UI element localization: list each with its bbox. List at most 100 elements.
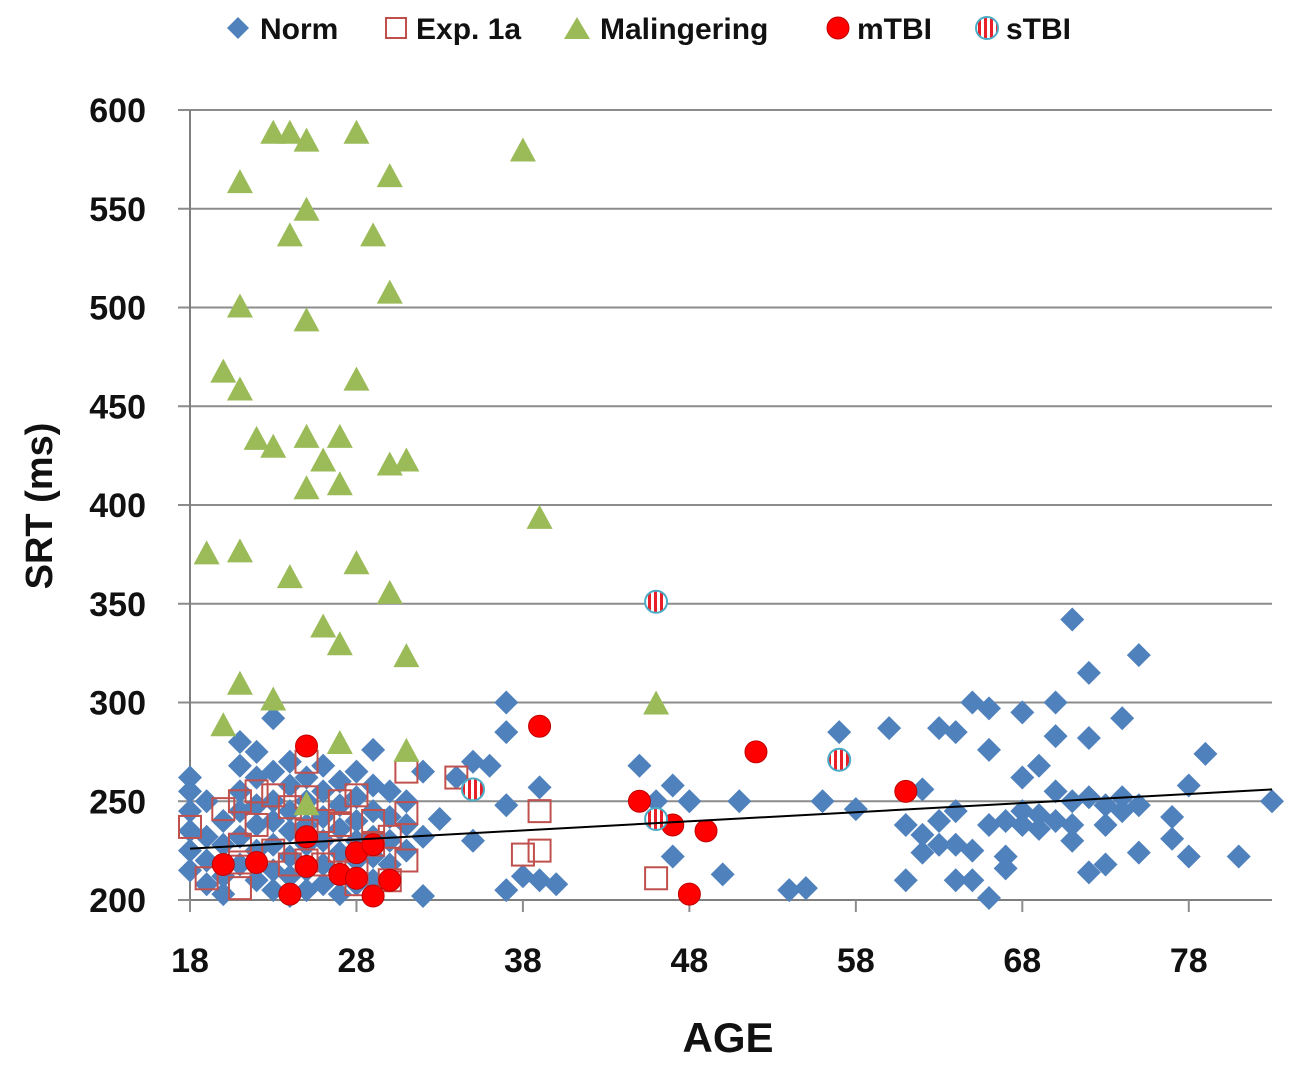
- norm-point: [178, 838, 202, 863]
- exp-point: [244, 812, 269, 837]
- malingering-point: [393, 643, 420, 668]
- norm-point: [943, 720, 968, 745]
- malingering-point: [360, 222, 387, 247]
- norm-point: [1060, 607, 1085, 632]
- norm-point: [244, 739, 269, 764]
- mtbi-point: [211, 852, 235, 876]
- legend-item-norm: Norm: [227, 13, 338, 46]
- malingering-point: [260, 686, 287, 711]
- y-tick-label: 550: [89, 191, 146, 229]
- exp-point: [311, 809, 336, 833]
- norm-point: [960, 838, 985, 863]
- legend-stbi-marker: [975, 16, 999, 40]
- norm-point: [993, 809, 1018, 833]
- exp-point: [327, 812, 352, 837]
- norm-point: [527, 868, 552, 893]
- norm-point: [1076, 660, 1101, 685]
- y-tick-label: 400: [89, 487, 146, 525]
- legend-item-exp: Exp. 1a: [385, 13, 521, 46]
- malingering-point: [343, 366, 370, 391]
- norm-point: [1093, 812, 1118, 837]
- norm-point: [244, 868, 269, 893]
- mtbi-point: [677, 882, 701, 906]
- mtbi-point: [694, 819, 718, 843]
- exp-point: [178, 814, 202, 839]
- norm-point: [1010, 700, 1035, 725]
- stbi-point: [460, 777, 485, 802]
- malingering-point: [343, 119, 370, 144]
- norm-point: [810, 789, 835, 814]
- norm-point: [960, 868, 985, 893]
- stbi-point: [644, 589, 669, 614]
- norm-point: [1010, 812, 1035, 837]
- norm-point: [544, 872, 569, 897]
- norm-point: [494, 793, 519, 818]
- norm-point: [943, 868, 968, 893]
- legend-malingering-label: Malingering: [600, 13, 768, 46]
- malingering-point: [243, 425, 270, 450]
- mtbi-point: [295, 825, 319, 849]
- exp-point: [327, 789, 352, 814]
- exp-point: [510, 842, 535, 867]
- norm-point: [1160, 826, 1185, 851]
- norm-point: [910, 840, 935, 865]
- norm-point: [1010, 765, 1035, 790]
- mtbi-point: [627, 789, 651, 813]
- exp-point: [344, 783, 369, 808]
- exp-point: [527, 838, 552, 863]
- series-stbi: [460, 589, 852, 832]
- y-tick-label: 200: [89, 882, 146, 920]
- malingering-point: [193, 540, 220, 565]
- norm-point: [1076, 860, 1101, 885]
- norm-point: [943, 799, 968, 824]
- y-tick-labels: 200 250 300 350 400 450 500 550 600: [89, 92, 146, 920]
- stbi-point: [644, 807, 669, 832]
- mtbi-point: [295, 734, 319, 758]
- mtbi-point: [361, 884, 385, 908]
- legend-item-mtbi: mTBI: [826, 13, 932, 46]
- exp-point: [361, 809, 386, 833]
- malingering-point: [210, 358, 237, 383]
- mtbi-point: [744, 740, 768, 764]
- norm-point: [244, 812, 269, 837]
- mtbi-point: [295, 854, 319, 878]
- y-tick-label: 450: [89, 388, 146, 426]
- norm-point: [827, 720, 852, 745]
- malingering-point: [376, 579, 403, 604]
- exp-point: [227, 876, 252, 901]
- y-tick-label: 350: [89, 586, 146, 624]
- malingering-point: [226, 169, 253, 194]
- norm-point: [910, 822, 935, 847]
- legend-norm-label: Norm: [260, 13, 338, 46]
- norm-point: [294, 765, 319, 790]
- exp-point: [527, 799, 552, 824]
- legend-mtbi-marker: [826, 16, 850, 40]
- malingering-point: [376, 279, 403, 304]
- norm-point: [677, 789, 702, 814]
- norm-point: [411, 884, 436, 909]
- norm-point: [793, 876, 818, 901]
- y-tick-label: 300: [89, 685, 146, 723]
- y-axis-title: SRT (ms): [19, 423, 61, 590]
- legend-stbi-label: sTBI: [1006, 13, 1071, 46]
- norm-point: [1226, 844, 1251, 869]
- norm-point: [1110, 706, 1135, 731]
- stbi-point: [827, 747, 852, 772]
- norm-point: [178, 779, 202, 804]
- norm-point: [1126, 793, 1151, 818]
- y-tick-label: 250: [89, 783, 146, 821]
- norm-point: [377, 779, 402, 804]
- norm-point: [494, 878, 519, 903]
- malingering-point: [226, 538, 253, 563]
- norm-point: [927, 716, 952, 741]
- norm-point: [1176, 773, 1201, 798]
- y-tick-label: 600: [89, 92, 146, 130]
- mtbi-point: [245, 850, 269, 874]
- malingering-point: [226, 670, 253, 695]
- exp-point: [194, 866, 219, 891]
- exp-point: [394, 848, 419, 873]
- malingering-point: [376, 163, 403, 188]
- norm-point: [843, 797, 868, 822]
- norm-point: [444, 765, 469, 790]
- legend-exp-marker: [385, 17, 407, 39]
